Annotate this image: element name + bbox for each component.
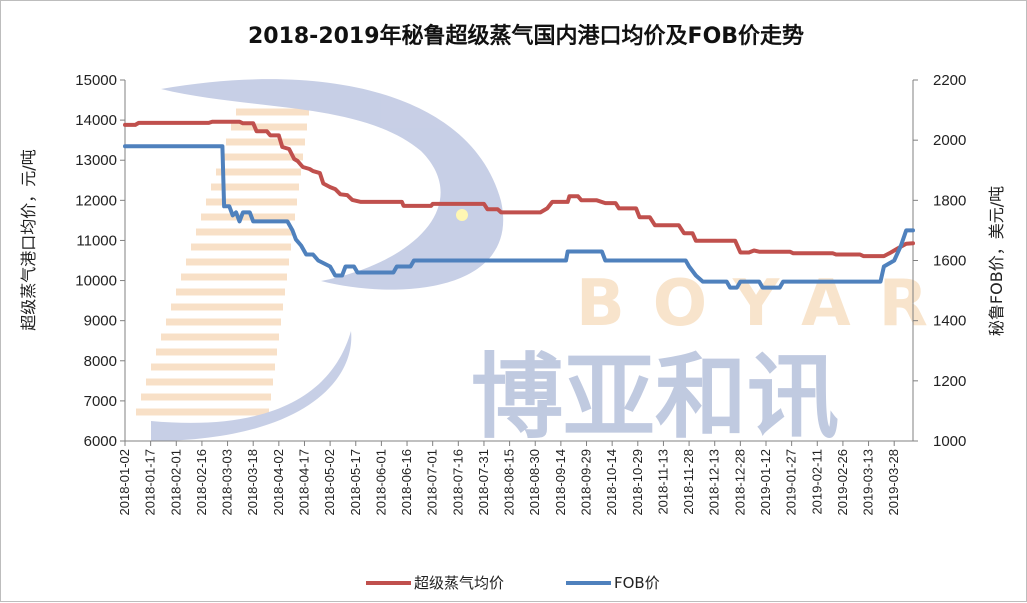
x-tick-label: 2018-09-29: [579, 449, 594, 516]
x-tick-label: 2018-01-02: [117, 449, 132, 516]
series-line-fob: [123, 144, 915, 290]
x-tick-label: 2018-07-16: [450, 449, 465, 516]
right-tick-label: 2200: [933, 72, 966, 89]
x-tick-label: 2018-04-02: [271, 449, 286, 516]
x-tick-label: 2018-07-01: [425, 449, 440, 516]
x-tick-label: 2019-01-12: [758, 449, 773, 516]
x-tick-label: 2018-07-31: [476, 449, 491, 516]
watermark-latin-text: BOYAR: [576, 267, 956, 341]
x-tick-label: 2018-02-01: [168, 449, 183, 516]
legend-label-fob: FOB价: [614, 574, 660, 592]
x-tick-label: 2018-10-29: [630, 449, 645, 516]
x-tick-label: 2018-10-14: [604, 449, 619, 516]
x-tick-label: 2018-01-17: [143, 449, 158, 516]
series-lines: [123, 119, 915, 290]
x-tick-label: 2018-11-13: [655, 449, 670, 515]
right-tick-label: 2000: [933, 132, 966, 149]
right-tick-label: 1000: [933, 433, 966, 450]
chart-title: 2018-2019年秘鲁超级蒸气国内港口均价及FOB价走势: [248, 23, 804, 49]
left-tick-label: 7000: [84, 393, 117, 410]
x-tick-label: 2018-12-13: [707, 449, 722, 516]
x-tick-label: 2018-08-15: [502, 449, 517, 516]
right-tick-label: 1800: [933, 192, 966, 209]
left-axis-ticks: 15000 14000 13000 12000 11000 10000 9000 8000 70…: [75, 72, 125, 450]
legend-label-steam: 超级蒸气均价: [414, 574, 504, 592]
x-tick-label: 2019-02-26: [835, 449, 850, 516]
watermark-stripes: [136, 93, 311, 416]
x-tick-label: 2019-03-28: [886, 449, 901, 516]
right-tick-label: 1600: [933, 253, 966, 270]
x-tick-label: 2018-05-02: [322, 449, 337, 516]
watermark-swoosh-tail: [151, 331, 352, 441]
x-tick-label: 2018-05-17: [348, 449, 363, 516]
right-tick-label: 1200: [933, 373, 966, 390]
x-tick-label: 2019-03-13: [861, 449, 876, 516]
x-tick-label: 2018-11-28: [681, 449, 696, 515]
right-axis-label: 秘鲁FOB价，美元/吨: [987, 186, 1006, 336]
left-tick-label: 8000: [84, 353, 117, 370]
watermark-swoosh: [161, 79, 504, 290]
x-tick-label: 2018-09-14: [553, 449, 568, 516]
left-tick-label: 10000: [75, 273, 117, 290]
axes: [124, 80, 914, 442]
left-tick-label: 15000: [75, 72, 117, 89]
left-tick-label: 9000: [84, 313, 117, 330]
x-tick-label: 2018-03-03: [220, 449, 235, 516]
right-tick-label: 1400: [933, 313, 966, 330]
watermark: BOYAR 博亚和讯: [136, 79, 956, 451]
x-tick-label: 2018-06-01: [373, 449, 388, 516]
x-tick-label: 2019-01-27: [784, 449, 799, 516]
left-tick-label: 6000: [84, 433, 117, 450]
watermark-dot: [456, 209, 468, 221]
x-tick-label: 2019-02-11: [809, 449, 824, 515]
series-line-steam: [123, 119, 915, 259]
left-tick-label: 14000: [75, 112, 117, 129]
x-tick-label: 2018-02-16: [194, 449, 209, 516]
x-tick-label: 2018-03-18: [245, 449, 260, 516]
x-tick-label: 2018-04-17: [296, 449, 311, 516]
x-axis-ticks: 2018-01-02 2018-01-17 2018-02-01 2018-02-16…: [117, 441, 901, 516]
left-tick-label: 13000: [75, 152, 117, 169]
left-tick-label: 11000: [76, 232, 117, 249]
x-tick-label: 2018-08-30: [527, 449, 542, 516]
legend: 超级蒸气均价 FOB价: [366, 574, 660, 592]
x-tick-label: 2018-06-16: [399, 449, 414, 516]
watermark-cn-text: 博亚和讯: [471, 344, 839, 451]
left-axis-label: 超级蒸气港口均价，元/吨: [19, 149, 38, 330]
x-tick-label: 2018-12-28: [732, 449, 747, 516]
right-axis-ticks: 2200 2000 1800 1600 1400 1200 1000: [913, 72, 966, 450]
left-tick-label: 12000: [75, 192, 117, 209]
